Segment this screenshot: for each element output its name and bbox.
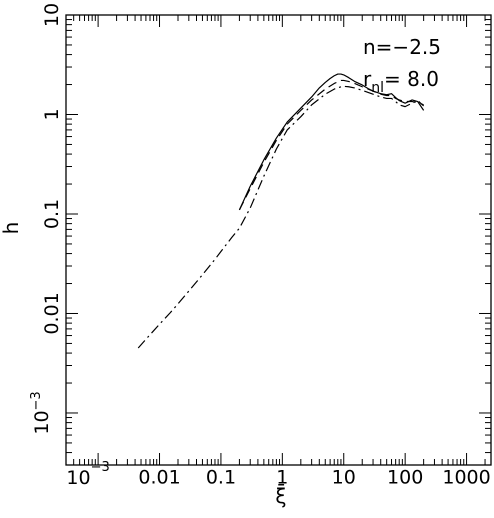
x-axis-label: ξ̄ [275,483,286,508]
annotation-rnl: rnl= 8.0 [363,67,439,96]
y-tick-label: 10−3 [29,391,53,434]
plot-frame [65,14,492,466]
x-tick-label: 0.1 [206,467,236,489]
series-dashdot-line [137,85,425,349]
series-dashed-line [238,79,424,211]
y-tick-label: 10 [41,3,63,27]
annotation-r-subscript: nl [371,80,384,96]
annotation-r: r [363,67,372,91]
annotation-r-value: = 8.0 [384,67,439,91]
ticks-group [65,14,491,466]
x-tick-label: 1000 [442,467,490,489]
tick-labels-group: 10−3 0.01 0.1 1 10 100 1000 10−3 0.01 0.1 1 10 [29,3,491,489]
y-tick-label: 0.01 [41,292,63,334]
x-tick-label: 1 [276,467,288,489]
x-tick-label: 0.01 [138,467,180,489]
series-group [137,73,425,349]
x-tick-label: 100 [387,467,423,489]
annotation-n: n=−2.5 [363,35,441,59]
x-tick-label: 10 [332,467,356,489]
y-tick-label: 1 [41,108,63,120]
y-axis-label: h [0,222,23,235]
x-tick-label: 10−3 [66,460,109,489]
y-tick-label: 0.1 [41,199,63,229]
plot-frame-group [65,14,492,466]
